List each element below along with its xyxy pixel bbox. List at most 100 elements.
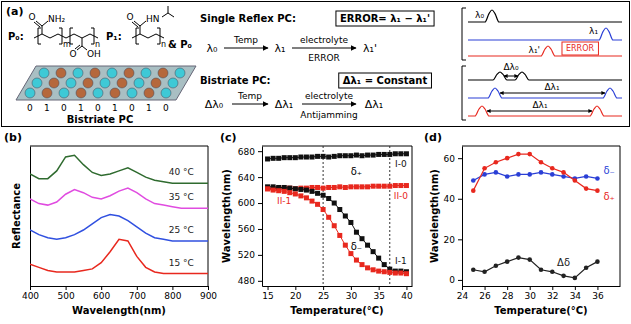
marker bbox=[561, 274, 566, 279]
step-label: Antijamming bbox=[300, 110, 357, 120]
marker bbox=[298, 187, 303, 192]
tick: 20 bbox=[290, 286, 302, 301]
state-label: λ₁ bbox=[275, 42, 286, 55]
polymer-label: P₁: bbox=[106, 31, 122, 42]
marker bbox=[505, 259, 510, 264]
plot-frame bbox=[30, 146, 208, 286]
tick-mark bbox=[351, 286, 352, 290]
axis bbox=[30, 147, 31, 287]
marker bbox=[404, 271, 409, 276]
tick-label: 560 bbox=[238, 224, 255, 234]
section-title: Single Reflex PC: bbox=[200, 13, 296, 24]
marker bbox=[561, 174, 566, 179]
atom-label: OH bbox=[87, 49, 101, 59]
tick: 60 bbox=[444, 154, 462, 164]
tick-label: 25 bbox=[318, 291, 329, 301]
panel-0: 400500600700800900Wavelength(nm)Reflecta… bbox=[4, 131, 217, 316]
tick-mark bbox=[462, 286, 463, 290]
plot-area bbox=[471, 152, 600, 280]
marker bbox=[321, 186, 326, 191]
sphere bbox=[39, 68, 49, 78]
axis: 0204060 bbox=[444, 147, 463, 287]
bond bbox=[36, 21, 42, 26]
axis-title: Reflectance bbox=[11, 183, 22, 249]
sphere bbox=[161, 88, 171, 98]
marker bbox=[348, 153, 353, 158]
marker bbox=[337, 207, 342, 212]
tick: 15 bbox=[262, 286, 273, 301]
marker bbox=[332, 201, 337, 206]
marker bbox=[343, 185, 348, 190]
tick-mark bbox=[552, 286, 553, 290]
tick: 640 bbox=[238, 172, 262, 182]
panel-label: (b) bbox=[4, 131, 22, 144]
tick-mark bbox=[530, 286, 531, 290]
peak-label: Δλ₀ bbox=[503, 62, 518, 72]
tick-label: 20 bbox=[444, 235, 456, 245]
sphere bbox=[110, 88, 120, 98]
bracket bbox=[157, 28, 160, 44]
bracket bbox=[70, 28, 73, 44]
plot-area bbox=[265, 146, 409, 286]
tick-label: 800 bbox=[164, 291, 181, 301]
axis-title: Wavelength(nm) bbox=[429, 169, 440, 263]
axis: 400500600700800900 bbox=[22, 286, 217, 301]
tick-mark bbox=[101, 286, 102, 290]
sphere bbox=[127, 88, 137, 98]
axis-line bbox=[30, 147, 31, 287]
marker bbox=[293, 186, 298, 191]
atom-label: HN bbox=[146, 14, 160, 24]
tick: 520 bbox=[238, 250, 262, 260]
tick-label: 900 bbox=[200, 291, 217, 301]
sphere bbox=[117, 78, 127, 88]
marker bbox=[287, 186, 292, 191]
tick-mark bbox=[258, 229, 262, 230]
tick-mark bbox=[458, 239, 462, 240]
marker bbox=[371, 267, 376, 272]
arrow bbox=[232, 104, 268, 105]
marker bbox=[595, 259, 600, 264]
atom-label: O bbox=[28, 12, 35, 22]
axis-title: Temperature(°C) bbox=[494, 305, 587, 316]
plot-area bbox=[30, 155, 208, 273]
sphere bbox=[42, 88, 52, 98]
series-line bbox=[30, 239, 208, 273]
annotation: δ₊ bbox=[351, 166, 362, 177]
marker bbox=[343, 214, 348, 219]
tick-label: 400 bbox=[22, 291, 39, 301]
plot-frame bbox=[462, 146, 620, 286]
atom-label: O bbox=[126, 12, 133, 22]
marker bbox=[382, 269, 387, 274]
polymer-label: P₀: bbox=[8, 31, 24, 42]
marker bbox=[505, 174, 510, 179]
bond bbox=[132, 22, 138, 27]
state-label: Δλ₁ bbox=[275, 98, 293, 111]
marker bbox=[304, 155, 309, 160]
tick-label: 20 bbox=[290, 291, 302, 301]
series-label: I-1 bbox=[395, 256, 407, 266]
marker bbox=[354, 258, 359, 263]
marker bbox=[310, 155, 315, 160]
tick-mark bbox=[172, 286, 173, 290]
tick: 36 bbox=[592, 286, 604, 301]
series-label: 35 °C bbox=[169, 192, 194, 202]
sphere bbox=[66, 78, 76, 88]
marker bbox=[516, 172, 521, 177]
sphere bbox=[158, 68, 168, 78]
series-label: δ₊ bbox=[603, 191, 614, 202]
marker bbox=[321, 154, 326, 159]
marker bbox=[376, 269, 381, 274]
reference-line bbox=[323, 146, 324, 286]
repeat-label: n bbox=[161, 40, 166, 49]
tick-label: 520 bbox=[238, 250, 255, 260]
marker bbox=[337, 153, 342, 158]
tick-label: 24 bbox=[457, 291, 469, 301]
arrow bbox=[487, 111, 592, 112]
formula: ERROR= λ₁ − λ₁' bbox=[340, 13, 430, 24]
marker bbox=[398, 183, 403, 188]
series-label: II-1 bbox=[277, 196, 291, 206]
marker bbox=[293, 186, 298, 191]
marker bbox=[584, 186, 589, 191]
array-label: Bistriate PC bbox=[67, 114, 134, 125]
marker bbox=[326, 155, 331, 160]
